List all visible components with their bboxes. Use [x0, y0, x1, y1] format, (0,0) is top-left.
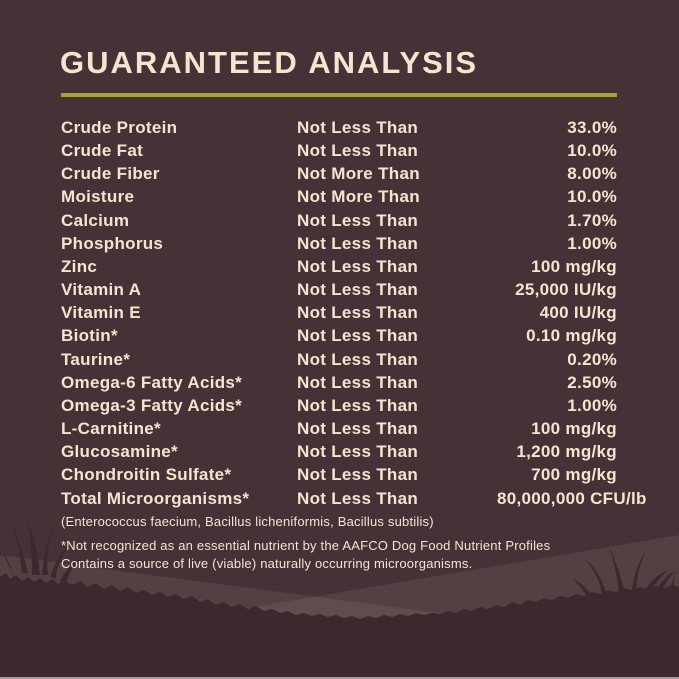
nutrient-name: Biotin*: [61, 326, 118, 346]
nutrient-comparator: Not Less Than: [297, 141, 419, 161]
footnote-block: *Not recognized as an essential nutrient…: [61, 537, 550, 572]
nutrient-value: 1.00%: [567, 395, 617, 415]
nutrient-name: Vitamin E: [61, 303, 141, 323]
nutrient-name: Omega-6 Fatty Acids*: [61, 372, 243, 392]
nutrient-comparator: Not Less Than: [297, 372, 419, 392]
nutrient-comparator: Not Less Than: [297, 349, 419, 369]
nutrient-comparator: Not Less Than: [297, 395, 419, 415]
nutrient-name: L-Carnitine*: [61, 419, 161, 439]
nutrient-comparator: Not Less Than: [297, 419, 419, 439]
nutrient-comparator: Not Less Than: [297, 280, 419, 300]
nutrient-name: Crude Fiber: [61, 164, 160, 184]
nutrient-value: 100 mg/kg: [531, 419, 617, 439]
nutrient-comparator: Not Less Than: [297, 256, 419, 276]
table-row: Phosphorus Not Less Than 1.00%: [61, 232, 617, 255]
nutrient-value: 10.0%: [567, 141, 617, 161]
nutrient-value: 8.00%: [567, 164, 617, 184]
nutrient-value: 1.00%: [567, 233, 617, 253]
table-row: Omega-6 Fatty Acids* Not Less Than 2.50%: [61, 371, 617, 394]
nutrient-comparator: Not Less Than: [297, 118, 419, 137]
nutrient-comparator: Not More Than: [297, 187, 420, 207]
nutrient-name: Vitamin A: [61, 280, 142, 300]
table-row: Moisture Not More Than 10.0%: [61, 185, 617, 208]
nutrient-comparator: Not Less Than: [297, 442, 419, 462]
nutrient-value: 1.70%: [567, 210, 617, 230]
table-row: Crude Fiber Not More Than 8.00%: [61, 162, 617, 185]
analysis-table: Crude Protein Not Less Than 33.0% Crude …: [61, 116, 646, 510]
table-row: Chondroitin Sulfate* Not Less Than 700 m…: [61, 463, 617, 486]
nutrient-value: 1,200 mg/kg: [516, 442, 617, 462]
table-row: Crude Protein Not Less Than 33.0%: [61, 116, 617, 139]
microorganisms-note: (Enterococcus faecium, Bacillus lichenif…: [61, 514, 434, 529]
table-row: Calcium Not Less Than 1.70%: [61, 209, 617, 232]
nutrient-value: 33.0%: [567, 118, 617, 137]
nutrient-name: Glucosamine*: [61, 442, 178, 462]
nutrient-comparator: Not Less Than: [297, 303, 419, 323]
nutrient-value: 400 IU/kg: [539, 303, 617, 323]
table-row: Biotin* Not Less Than 0.10 mg/kg: [61, 324, 617, 347]
footnote-aafco: *Not recognized as an essential nutrient…: [61, 538, 551, 553]
nutrient-comparator: Not Less Than: [297, 326, 419, 346]
nutrient-name: Crude Protein: [61, 118, 178, 137]
table-row: Total Microorganisms* Not Less Than 80,0…: [61, 487, 646, 510]
nutrient-comparator: Not Less Than: [297, 233, 419, 253]
nutrient-value: 25,000 IU/kg: [515, 280, 617, 300]
nutrient-name: Total Microorganisms*: [61, 488, 250, 508]
table-row: Vitamin A Not Less Than 25,000 IU/kg: [61, 278, 617, 301]
nutrient-value: 80,000,000 CFU/lb: [497, 488, 647, 508]
nutrient-name: Calcium: [61, 210, 130, 230]
table-row: Glucosamine* Not Less Than 1,200 mg/kg: [61, 440, 617, 463]
table-row: L-Carnitine* Not Less Than 100 mg/kg: [61, 417, 617, 440]
nutrient-value: 10.0%: [567, 187, 617, 207]
table-row: Taurine* Not Less Than 0.20%: [61, 348, 617, 371]
nutrient-name: Phosphorus: [61, 233, 164, 253]
nutrient-value: 100 mg/kg: [531, 256, 617, 276]
nutrient-name: Taurine*: [61, 349, 131, 369]
nutrient-value: 700 mg/kg: [531, 465, 617, 485]
nutrient-name: Omega-3 Fatty Acids*: [61, 395, 243, 415]
nutrient-name: Crude Fat: [61, 141, 144, 161]
table-row: Omega-3 Fatty Acids* Not Less Than 1.00%: [61, 394, 617, 417]
footnote-live-microorganisms: Contains a source of live (viable) natur…: [61, 555, 473, 571]
nutrient-name: Chondroitin Sulfate*: [61, 465, 232, 485]
nutrient-comparator: Not Less Than: [297, 465, 419, 485]
nutrient-value: 2.50%: [567, 372, 617, 392]
title-underline-rule: [61, 93, 617, 97]
nutrient-value: 0.10 mg/kg: [526, 326, 617, 346]
nutrient-name: Zinc: [61, 256, 98, 276]
nutrient-comparator: Not More Than: [297, 164, 420, 184]
bottom-edge-line: [0, 677, 679, 679]
table-row: Crude Fat Not Less Than 10.0%: [61, 139, 617, 162]
nutrient-name: Moisture: [61, 187, 135, 207]
nutrient-value: 0.20%: [567, 349, 617, 369]
page-title: GUARANTEED ANALYSIS: [60, 45, 479, 80]
table-row: Zinc Not Less Than 100 mg/kg: [61, 255, 617, 278]
nutrient-comparator: Not Less Than: [297, 210, 419, 230]
table-row: Vitamin E Not Less Than 400 IU/kg: [61, 301, 617, 324]
nutrient-comparator: Not Less Than: [297, 488, 419, 508]
